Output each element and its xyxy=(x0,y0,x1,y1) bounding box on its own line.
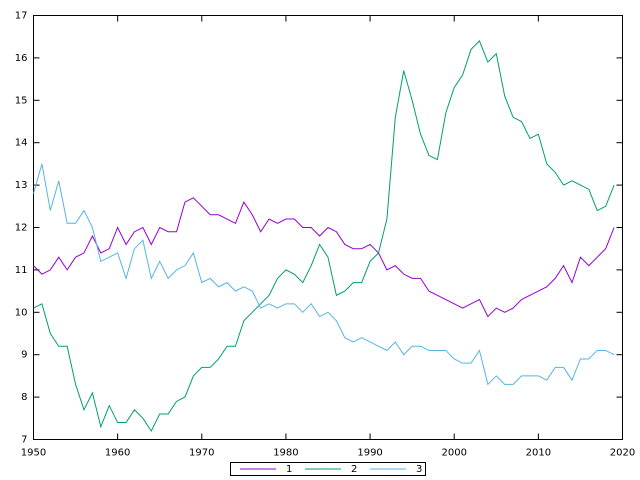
x-tick-label: 2020 xyxy=(610,448,635,459)
y-tick-label: 15 xyxy=(15,95,28,106)
y-tick-label: 14 xyxy=(15,138,28,149)
y-tick-label: 9 xyxy=(21,350,27,361)
legend-label: 3 xyxy=(416,464,422,475)
y-tick-label: 8 xyxy=(21,392,27,403)
legend-label: 1 xyxy=(286,464,292,475)
legend-label: 2 xyxy=(351,464,357,475)
x-tick-label: 1970 xyxy=(189,448,214,459)
x-tick-label: 1960 xyxy=(105,448,130,459)
x-tick-label: 2010 xyxy=(526,448,551,459)
x-tick-label: 1980 xyxy=(273,448,298,459)
y-tick-label: 11 xyxy=(15,265,28,276)
y-tick-label: 17 xyxy=(15,11,28,22)
y-tick-label: 12 xyxy=(15,223,28,234)
x-tick-label: 2000 xyxy=(441,448,466,459)
x-tick-label: 1950 xyxy=(21,448,46,459)
series-line xyxy=(33,40,615,433)
series-line xyxy=(33,163,615,386)
y-tick-label: 16 xyxy=(15,53,28,64)
y-tick-label: 7 xyxy=(21,435,27,446)
legend-box xyxy=(230,462,426,476)
x-tick-label: 1990 xyxy=(357,448,382,459)
series-line xyxy=(33,197,615,318)
y-tick-label: 13 xyxy=(15,180,28,191)
y-tick-label: 10 xyxy=(15,307,28,318)
